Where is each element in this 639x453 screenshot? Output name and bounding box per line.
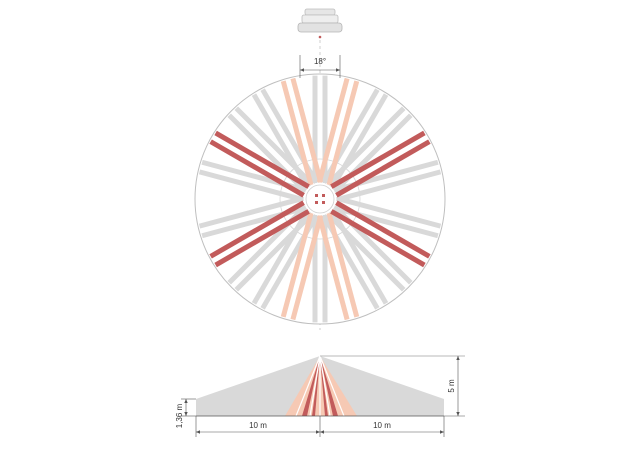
beam-strip-zone-mid [326,80,360,186]
beam-strip-zone-mid [316,77,350,183]
edge-height-dimension: 1,36 m [175,398,196,428]
center-hub [305,184,335,214]
height-dimension: 5 m [444,356,465,417]
beam-strip-zone-near [335,139,431,198]
beam-strip-zone-near [214,209,310,268]
width-right-label: 10 m [373,421,391,430]
beam-strip-zone-far [198,169,304,203]
angle-label: 18° [314,57,326,66]
width-left-label: 10 m [249,421,267,430]
inner-ring [279,158,361,240]
beam-strip-zone-far [234,212,314,292]
width-dimension: 10 m 10 m [195,416,445,437]
beam-strip-zone-near [335,200,431,259]
beam-strip-zone-mid [326,212,360,318]
center-sensor-icon [315,194,325,204]
beam-strip-zone-near [209,139,305,198]
edge-height-label: 1,36 m [175,403,184,428]
sensor-device-icon [297,8,343,39]
side-view: 5 m 1,36 m 10 m 10 m [175,355,465,437]
beam-strip-zone-mid [290,77,324,183]
beam-strip-zone-far [336,169,442,203]
beam-strip-zone-mid [280,212,314,318]
beam-strip-zone-near [209,200,305,259]
height-label: 5 m [447,379,456,393]
beam-strip-zone-far [198,195,304,229]
beam-strip-zone-far [330,209,389,305]
top-view: 18° [194,55,446,325]
beam-strip-zone-mid [290,215,324,321]
beam-strip-zone-mid [280,80,314,186]
beam-strip-zone-near [214,130,310,189]
beam-strip-zone-far [251,93,310,189]
beam-strip-zone-far [326,106,406,186]
side-zone-mid [285,356,357,416]
angle-dimension: 18° [299,55,341,78]
beam-strip-zone-near [330,209,426,268]
beam-strip-zone-far [336,195,442,229]
beam-strip-zone-near [330,130,426,189]
side-beam-separators [295,355,345,417]
beam-strip-zone-mid [316,215,350,321]
beam-group [198,75,442,323]
